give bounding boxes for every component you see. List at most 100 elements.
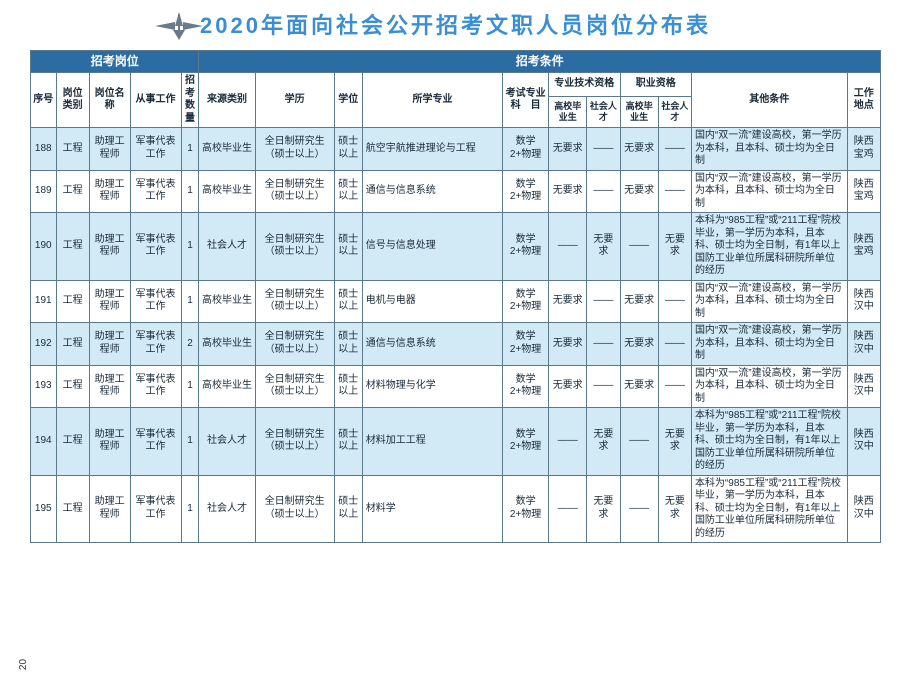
cell-pq2: —— xyxy=(587,170,620,213)
cell-vq1: —— xyxy=(620,475,658,543)
cell-pq1: 无要求 xyxy=(549,128,587,171)
cell-name: 助理工程师 xyxy=(89,213,130,281)
cell-name: 助理工程师 xyxy=(89,475,130,543)
cell-vq2: —— xyxy=(658,170,691,213)
cell-other: 国内“双一流”建设高校，第一学历为本科，且本科、硕士均为全日制 xyxy=(691,128,847,171)
cell-vq2: —— xyxy=(658,128,691,171)
cell-cat: 工程 xyxy=(56,170,89,213)
cell-cat: 工程 xyxy=(56,213,89,281)
table-row: 188工程助理工程师军事代表工作1高校毕业生全日制研究生（硕士以上）硕士以上航空… xyxy=(31,128,881,171)
cell-pq2: 无要求 xyxy=(587,213,620,281)
header-pq-soc: 社会人才 xyxy=(587,97,620,128)
cell-vq1: 无要求 xyxy=(620,365,658,408)
cell-work: 军事代表工作 xyxy=(130,408,181,476)
cell-loc: 陕西宝鸡 xyxy=(847,170,880,213)
cell-vq1: 无要求 xyxy=(620,170,658,213)
header-name: 岗位名称 xyxy=(89,73,130,128)
cell-pq1: —— xyxy=(549,213,587,281)
cell-pq1: —— xyxy=(549,475,587,543)
cell-deg: 硕士以上 xyxy=(334,323,362,366)
cell-other: 国内“双一流”建设高校，第一学历为本科，且本科、硕士均为全日制 xyxy=(691,365,847,408)
cell-pq2: —— xyxy=(587,323,620,366)
cell-name: 助理工程师 xyxy=(89,408,130,476)
cell-major: 信号与信息处理 xyxy=(362,213,502,281)
cell-major: 材料物理与化学 xyxy=(362,365,502,408)
logo-emblem xyxy=(155,12,203,45)
cell-vq1: 无要求 xyxy=(620,280,658,323)
cell-major: 材料加工工程 xyxy=(362,408,502,476)
cell-qty: 1 xyxy=(181,280,199,323)
cell-deg: 硕士以上 xyxy=(334,170,362,213)
cell-seq: 191 xyxy=(31,280,57,323)
header-vq-grad: 高校毕业生 xyxy=(620,97,658,128)
table-row: 191工程助理工程师军事代表工作1高校毕业生全日制研究生（硕士以上）硕士以上电机… xyxy=(31,280,881,323)
header-cat: 岗位类别 xyxy=(56,73,89,128)
cell-work: 军事代表工作 xyxy=(130,280,181,323)
cell-qty: 1 xyxy=(181,408,199,476)
header-vocqual: 职业资格 xyxy=(620,73,691,97)
cell-edu: 全日制研究生（硕士以上） xyxy=(255,475,334,543)
header-group-positions: 招考岗位 xyxy=(31,51,199,73)
table-row: 189工程助理工程师军事代表工作1高校毕业生全日制研究生（硕士以上）硕士以上通信… xyxy=(31,170,881,213)
cell-seq: 192 xyxy=(31,323,57,366)
cell-exam: 数学2+物理 xyxy=(503,323,549,366)
cell-vq2: 无要求 xyxy=(658,475,691,543)
cell-src: 高校毕业生 xyxy=(199,170,255,213)
table-row: 195工程助理工程师军事代表工作1社会人才全日制研究生（硕士以上）硕士以上材料学… xyxy=(31,475,881,543)
cell-qty: 1 xyxy=(181,213,199,281)
cell-deg: 硕士以上 xyxy=(334,280,362,323)
cell-edu: 全日制研究生（硕士以上） xyxy=(255,170,334,213)
cell-edu: 全日制研究生（硕士以上） xyxy=(255,365,334,408)
cell-loc: 陕西汉中 xyxy=(847,408,880,476)
cell-pq2: —— xyxy=(587,280,620,323)
header-edu: 学历 xyxy=(255,73,334,128)
table-row: 194工程助理工程师军事代表工作1社会人才全日制研究生（硕士以上）硕士以上材料加… xyxy=(31,408,881,476)
cell-exam: 数学2+物理 xyxy=(503,408,549,476)
cell-work: 军事代表工作 xyxy=(130,323,181,366)
header-src: 来源类别 xyxy=(199,73,255,128)
header-major: 所学专业 xyxy=(362,73,502,128)
cell-qty: 1 xyxy=(181,128,199,171)
cell-vq2: 无要求 xyxy=(658,408,691,476)
header-other: 其他条件 xyxy=(691,73,847,128)
cell-deg: 硕士以上 xyxy=(334,365,362,408)
positions-table: 招考岗位 招考条件 序号 岗位类别 岗位名称 从事工作 招考数量 来源类别 学历… xyxy=(30,50,881,543)
cell-other: 本科为“985工程”或“211工程”院校毕业，第一学历为本科，且本科、硕士均为全… xyxy=(691,408,847,476)
cell-work: 军事代表工作 xyxy=(130,475,181,543)
cell-qty: 1 xyxy=(181,365,199,408)
cell-deg: 硕士以上 xyxy=(334,408,362,476)
cell-vq1: 无要求 xyxy=(620,323,658,366)
header-vq-soc: 社会人才 xyxy=(658,97,691,128)
cell-loc: 陕西宝鸡 xyxy=(847,213,880,281)
cell-work: 军事代表工作 xyxy=(130,170,181,213)
cell-cat: 工程 xyxy=(56,128,89,171)
page-header: 2020年面向社会公开招考文职人员岗位分布表 xyxy=(0,0,911,50)
cell-vq2: 无要求 xyxy=(658,213,691,281)
cell-cat: 工程 xyxy=(56,280,89,323)
cell-loc: 陕西汉中 xyxy=(847,475,880,543)
cell-vq2: —— xyxy=(658,280,691,323)
table-container: 招考岗位 招考条件 序号 岗位类别 岗位名称 从事工作 招考数量 来源类别 学历… xyxy=(0,50,911,543)
cell-qty: 1 xyxy=(181,170,199,213)
cell-pq2: —— xyxy=(587,365,620,408)
cell-pq2: —— xyxy=(587,128,620,171)
cell-name: 助理工程师 xyxy=(89,365,130,408)
cell-cat: 工程 xyxy=(56,365,89,408)
cell-exam: 数学2+物理 xyxy=(503,365,549,408)
cell-pq1: 无要求 xyxy=(549,323,587,366)
cell-major: 电机与电器 xyxy=(362,280,502,323)
cell-src: 社会人才 xyxy=(199,475,255,543)
cell-work: 军事代表工作 xyxy=(130,213,181,281)
cell-qty: 2 xyxy=(181,323,199,366)
cell-pq1: 无要求 xyxy=(549,170,587,213)
cell-exam: 数学2+物理 xyxy=(503,128,549,171)
cell-pq1: 无要求 xyxy=(549,365,587,408)
cell-loc: 陕西宝鸡 xyxy=(847,128,880,171)
cell-vq2: —— xyxy=(658,323,691,366)
cell-other: 国内“双一流”建设高校，第一学历为本科，且本科、硕士均为全日制 xyxy=(691,323,847,366)
cell-vq1: —— xyxy=(620,213,658,281)
cell-loc: 陕西汉中 xyxy=(847,323,880,366)
cell-src: 高校毕业生 xyxy=(199,128,255,171)
header-loc: 工作地点 xyxy=(847,73,880,128)
table-head: 招考岗位 招考条件 序号 岗位类别 岗位名称 从事工作 招考数量 来源类别 学历… xyxy=(31,51,881,128)
